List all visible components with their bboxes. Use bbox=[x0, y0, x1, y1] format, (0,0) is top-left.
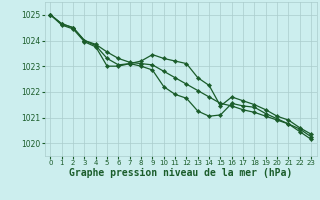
X-axis label: Graphe pression niveau de la mer (hPa): Graphe pression niveau de la mer (hPa) bbox=[69, 168, 292, 178]
